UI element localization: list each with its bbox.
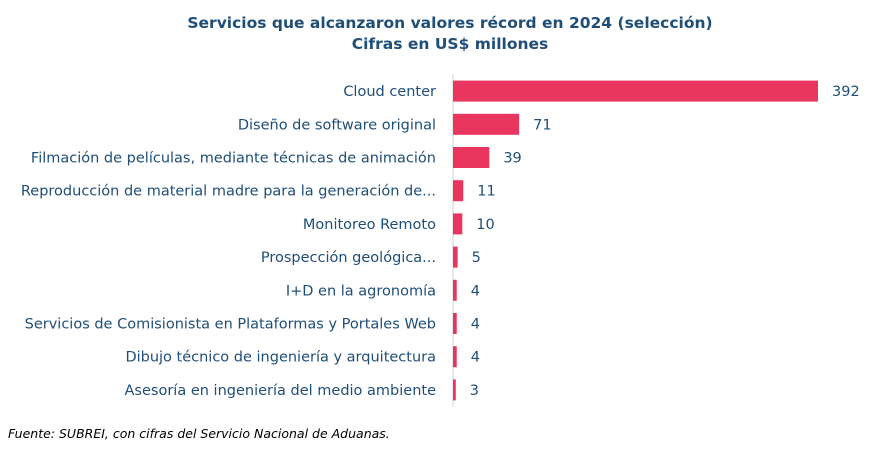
category-label-4: Reproducción de material madre para la g… xyxy=(21,184,436,200)
value-label-6: 5 xyxy=(472,250,481,266)
category-label-3: Filmación de películas, mediante técnica… xyxy=(31,151,436,167)
category-label-7: I+D en la agronomía xyxy=(286,283,436,299)
chart-title: Servicios que alcanzaron valores récord … xyxy=(187,14,713,32)
category-label-6: Prospección geológica... xyxy=(261,250,436,266)
value-label-7: 4 xyxy=(471,283,480,299)
value-label-5: 10 xyxy=(476,217,494,233)
category-labels: Cloud center Diseño de software original F… xyxy=(21,84,436,399)
bar-10 xyxy=(453,379,456,401)
bar-6 xyxy=(453,246,458,268)
bar-3 xyxy=(453,147,490,168)
value-label-1: 392 xyxy=(832,84,860,100)
category-label-5: Monitoreo Remoto xyxy=(303,217,436,233)
value-label-10: 3 xyxy=(470,383,479,399)
bar-1 xyxy=(453,80,818,102)
value-label-3: 39 xyxy=(503,151,521,167)
bar-8 xyxy=(453,313,457,334)
source-note: Fuente: SUBREI, con cifras del Servicio … xyxy=(8,426,390,441)
category-label-2: Diseño de software original xyxy=(238,117,436,133)
bars-group xyxy=(453,80,818,401)
category-label-10: Asesoría en ingeniería del medio ambient… xyxy=(125,383,437,399)
value-labels: 392 71 39 11 10 5 4 4 4 3 xyxy=(470,84,860,399)
value-label-4: 11 xyxy=(477,184,495,200)
bar-7 xyxy=(453,279,457,301)
value-label-8: 4 xyxy=(471,317,480,333)
value-label-9: 4 xyxy=(471,350,480,366)
value-label-2: 71 xyxy=(533,117,551,133)
bar-9 xyxy=(453,346,457,368)
bar-5 xyxy=(453,213,463,235)
category-label-9: Dibujo técnico de ingeniería y arquitect… xyxy=(125,350,436,366)
chart-subtitle: Cifras en US$ millones xyxy=(351,35,549,53)
bar-4 xyxy=(453,180,464,202)
category-label-8: Servicios de Comisionista en Plataformas… xyxy=(25,317,436,333)
bar-2 xyxy=(453,113,520,135)
category-label-1: Cloud center xyxy=(343,84,436,100)
